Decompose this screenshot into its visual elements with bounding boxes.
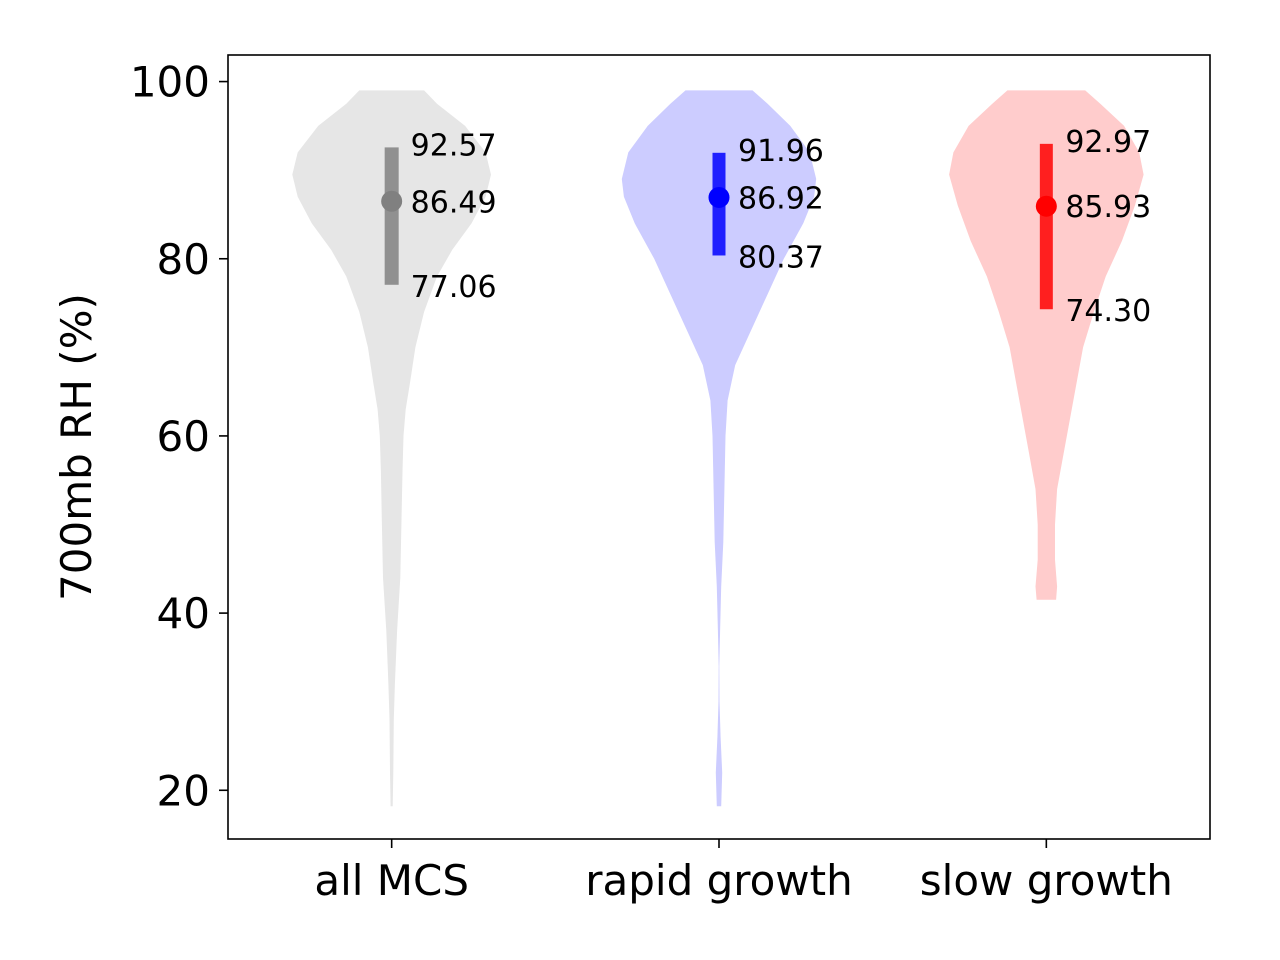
median-label: 86.92 bbox=[738, 181, 824, 216]
median-dot bbox=[381, 190, 403, 212]
median-dot bbox=[708, 186, 730, 208]
x-tick-label: rapid growth bbox=[585, 856, 852, 905]
y-tick-label: 20 bbox=[157, 766, 210, 815]
x-tick-label: slow growth bbox=[920, 856, 1173, 905]
y-axis-label: 700mb RH (%) bbox=[52, 293, 101, 601]
x-axis: all MCS rapid growth slow growth bbox=[314, 839, 1173, 905]
violins-layer bbox=[292, 90, 1144, 807]
q3-label: 92.97 bbox=[1065, 125, 1151, 160]
x-tick-label: all MCS bbox=[314, 856, 469, 905]
violin-body bbox=[621, 90, 817, 807]
q1-label: 74.30 bbox=[1065, 294, 1151, 329]
y-tick-label: 100 bbox=[130, 58, 210, 107]
median-label: 85.93 bbox=[1065, 190, 1151, 225]
median-dot bbox=[1035, 195, 1057, 217]
q3-label: 92.57 bbox=[411, 128, 497, 163]
iqr-bar bbox=[384, 147, 399, 285]
q1-label: 80.37 bbox=[738, 240, 824, 275]
q3-label: 91.96 bbox=[738, 134, 824, 169]
iqr-bar bbox=[1039, 143, 1053, 310]
violin-body bbox=[949, 90, 1144, 600]
violin-body bbox=[292, 90, 491, 807]
y-tick-label: 80 bbox=[157, 235, 210, 284]
y-tick-label: 40 bbox=[157, 589, 210, 638]
stats-layer: 92.57 86.49 77.06 91.96 86.92 80.37 92.97 85.93… bbox=[381, 125, 1151, 329]
y-axis: 20 40 60 80 100 bbox=[130, 58, 228, 815]
y-tick-label: 60 bbox=[157, 412, 210, 461]
median-label: 86.49 bbox=[411, 185, 497, 220]
q1-label: 77.06 bbox=[411, 270, 497, 305]
